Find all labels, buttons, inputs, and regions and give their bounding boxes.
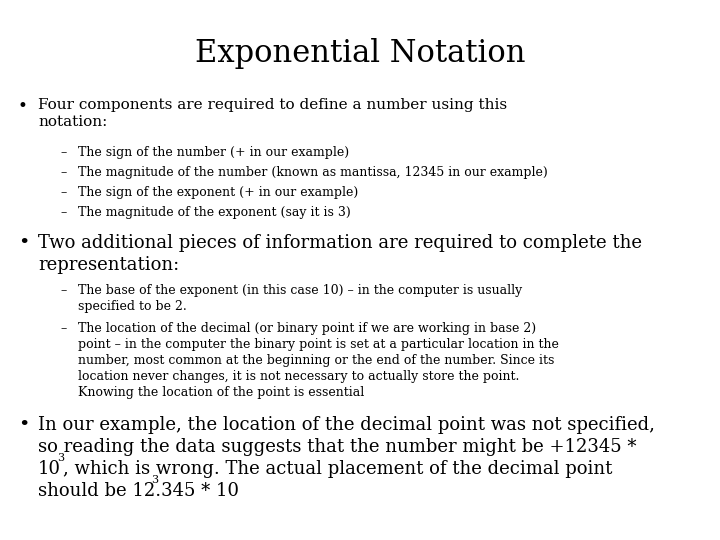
Text: The magnitude of the number (known as mantissa, 12345 in our example): The magnitude of the number (known as ma… <box>78 166 548 179</box>
Text: •: • <box>18 98 28 115</box>
Text: –: – <box>60 186 66 199</box>
Text: •: • <box>18 416 30 434</box>
Text: In our example, the location of the decimal point was not specified,: In our example, the location of the deci… <box>38 416 655 434</box>
Text: The sign of the number (+ in our example): The sign of the number (+ in our example… <box>78 146 349 159</box>
Text: 3: 3 <box>57 453 64 463</box>
Text: The sign of the exponent (+ in our example): The sign of the exponent (+ in our examp… <box>78 186 359 199</box>
Text: Four components are required to define a number using this
notation:: Four components are required to define a… <box>38 98 507 129</box>
Text: •: • <box>18 234 30 252</box>
Text: 3: 3 <box>151 475 158 485</box>
Text: –: – <box>60 206 66 219</box>
Text: Two additional pieces of information are required to complete the
representation: Two additional pieces of information are… <box>38 234 642 274</box>
Text: The magnitude of the exponent (say it is 3): The magnitude of the exponent (say it is… <box>78 206 351 219</box>
Text: The base of the exponent (in this case 10) – in the computer is usually
specifie: The base of the exponent (in this case 1… <box>78 284 522 313</box>
Text: should be 12.345 * 10: should be 12.345 * 10 <box>38 482 239 500</box>
Text: , which is wrong. The actual placement of the decimal point: , which is wrong. The actual placement o… <box>63 460 613 478</box>
Text: –: – <box>60 146 66 159</box>
Text: –: – <box>60 322 66 335</box>
Text: so reading the data suggests that the number might be +12345 *: so reading the data suggests that the nu… <box>38 438 636 456</box>
Text: The location of the decimal (or binary point if we are working in base 2)
point : The location of the decimal (or binary p… <box>78 322 559 399</box>
Text: 10: 10 <box>38 460 61 478</box>
Text: –: – <box>60 166 66 179</box>
Text: –: – <box>60 284 66 297</box>
Text: Exponential Notation: Exponential Notation <box>194 38 526 69</box>
